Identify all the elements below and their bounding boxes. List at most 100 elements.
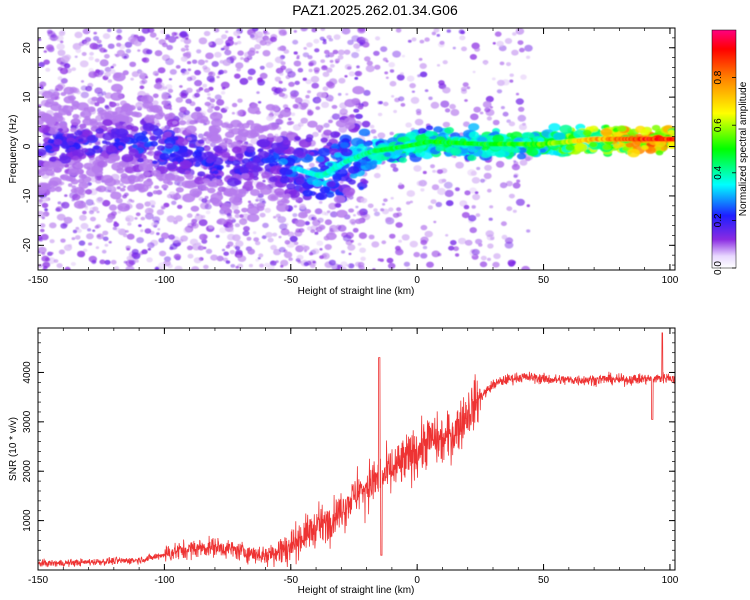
heatmap-cell bbox=[384, 71, 389, 75]
heatmap-cell bbox=[393, 109, 397, 114]
heatmap-cell bbox=[383, 101, 389, 107]
heatmap-cell bbox=[221, 86, 226, 90]
heatmap-cell bbox=[72, 229, 78, 234]
heatmap-cell bbox=[470, 170, 477, 176]
heatmap-cell bbox=[517, 114, 527, 122]
heatmap-cell bbox=[93, 31, 97, 35]
heatmap-cell bbox=[461, 212, 470, 219]
y-tick-label: 10 bbox=[22, 91, 33, 103]
heatmap-cell bbox=[424, 89, 429, 92]
heatmap-cell bbox=[175, 187, 184, 193]
heatmap-cell bbox=[85, 189, 93, 195]
heatmap-cell bbox=[517, 147, 527, 154]
heatmap-cell bbox=[353, 214, 356, 217]
heatmap-cell bbox=[459, 200, 468, 207]
heatmap-cell bbox=[334, 58, 340, 63]
heatmap-cell bbox=[45, 169, 55, 176]
heatmap-cell bbox=[293, 149, 304, 157]
heatmap-cell bbox=[511, 163, 520, 171]
heatmap-cell bbox=[115, 102, 120, 107]
heatmap-cell bbox=[152, 100, 159, 106]
heatmap-cell bbox=[256, 139, 267, 147]
heatmap-cell bbox=[519, 159, 528, 166]
heatmap-cell bbox=[226, 177, 240, 187]
heatmap-cell bbox=[77, 138, 84, 143]
heatmap-cell bbox=[315, 192, 328, 201]
heatmap-cell bbox=[270, 195, 277, 200]
heatmap-cell bbox=[243, 57, 250, 63]
heatmap-cell bbox=[443, 181, 453, 189]
heatmap-cell bbox=[216, 99, 225, 106]
heatmap-cell bbox=[216, 191, 223, 196]
heatmap-cell bbox=[458, 237, 467, 245]
heatmap-cell bbox=[154, 50, 163, 57]
heatmap-cell bbox=[388, 61, 396, 68]
heatmap-cell bbox=[158, 39, 166, 45]
snr-series-line bbox=[38, 332, 675, 568]
heatmap-cell bbox=[298, 211, 308, 219]
heatmap-cell bbox=[297, 122, 304, 127]
heatmap-cell bbox=[424, 230, 433, 238]
heatmap-cell bbox=[107, 28, 112, 33]
heatmap-cell bbox=[318, 129, 322, 133]
heatmap-cell bbox=[383, 198, 388, 202]
heatmap-cell bbox=[245, 162, 255, 169]
heatmap-cell bbox=[347, 166, 360, 174]
heatmap-cell bbox=[197, 133, 204, 139]
heatmap-cell bbox=[341, 28, 351, 35]
heatmap-cell bbox=[50, 33, 57, 39]
heatmap-cell bbox=[114, 266, 120, 270]
heatmap-cell bbox=[524, 44, 533, 52]
heatmap-cell bbox=[344, 49, 351, 55]
heatmap-cell bbox=[269, 260, 277, 266]
heatmap-cell bbox=[515, 92, 520, 96]
heatmap-cell bbox=[134, 217, 138, 220]
heatmap-cell bbox=[373, 136, 378, 140]
heatmap-cell bbox=[236, 40, 242, 45]
y-tick-label: -10 bbox=[22, 188, 33, 203]
heatmap-cell bbox=[353, 108, 360, 113]
heatmap-cell bbox=[223, 45, 230, 51]
heatmap-cell bbox=[72, 193, 81, 201]
heatmap-cell bbox=[667, 129, 675, 135]
heatmap-cell bbox=[179, 31, 188, 38]
heatmap-cell bbox=[164, 173, 176, 181]
heatmap-cell bbox=[574, 143, 588, 152]
heatmap-cell bbox=[399, 72, 404, 76]
heatmap-cell bbox=[407, 39, 412, 43]
heatmap-cell bbox=[70, 127, 77, 133]
heatmap-cell bbox=[185, 125, 197, 133]
heatmap-cell bbox=[455, 161, 464, 169]
heatmap-cell bbox=[292, 213, 298, 218]
heatmap-cell bbox=[356, 210, 364, 216]
heatmap-cell bbox=[349, 114, 356, 118]
heatmap-cell bbox=[204, 131, 211, 136]
heatmap-cell bbox=[290, 112, 296, 117]
heatmap-cell bbox=[280, 264, 284, 268]
heatmap-cell bbox=[225, 244, 231, 249]
heatmap-cell bbox=[38, 61, 45, 68]
heatmap-cell bbox=[287, 71, 296, 78]
heatmap-cell bbox=[442, 86, 451, 94]
heatmap-cell bbox=[381, 240, 387, 245]
heatmap-cell bbox=[324, 49, 330, 55]
heatmap-cell bbox=[209, 142, 216, 148]
heatmap-cell bbox=[367, 203, 374, 209]
heatmap-cell bbox=[221, 34, 228, 40]
heatmap-cell bbox=[660, 146, 668, 151]
heatmap-cell bbox=[394, 149, 403, 156]
heatmap-cell bbox=[322, 38, 327, 42]
heatmap-cell bbox=[75, 48, 82, 54]
heatmap-cell bbox=[202, 178, 211, 184]
heatmap-cell bbox=[539, 148, 547, 154]
heatmap-cell bbox=[194, 176, 206, 185]
heatmap-cell bbox=[197, 139, 205, 144]
snr-y-axis: 1000 2000 3000 4000 bbox=[22, 332, 675, 561]
heatmap-cell bbox=[322, 86, 329, 91]
heatmap-cell bbox=[321, 101, 330, 109]
heatmap-cell bbox=[651, 124, 661, 131]
heatmap-cell bbox=[94, 225, 100, 229]
heatmap-cell bbox=[70, 118, 81, 126]
heatmap-cell bbox=[39, 223, 46, 228]
heatmap-cell bbox=[382, 203, 386, 206]
